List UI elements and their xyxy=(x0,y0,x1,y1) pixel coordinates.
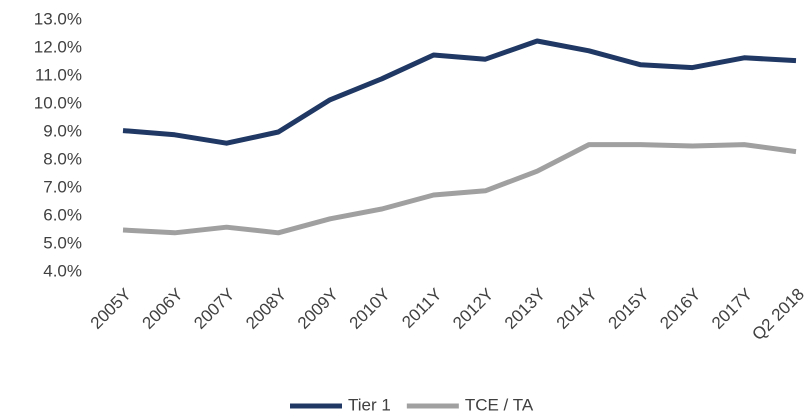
x-tick-label: 2009Y xyxy=(294,285,342,333)
y-tick-label: 8.0% xyxy=(43,149,82,168)
y-tick-label: 4.0% xyxy=(43,261,82,280)
series-line xyxy=(122,142,797,236)
legend-label: TCE / TA xyxy=(465,395,534,414)
x-tick-label: 2014Y xyxy=(553,285,601,333)
y-tick-label: 6.0% xyxy=(43,205,82,224)
x-tick-label: 2011Y xyxy=(398,285,445,332)
x-tick-label: 2012Y xyxy=(449,285,497,333)
y-tick-label: 5.0% xyxy=(43,233,82,252)
y-tick-label: 12.0% xyxy=(34,37,82,56)
x-tick-label: 2016Y xyxy=(656,285,704,333)
x-tick-label: 2008Y xyxy=(242,285,290,333)
x-tick-label: 2006Y xyxy=(139,285,187,333)
x-tick-label: 2007Y xyxy=(190,285,238,333)
x-tick-label: 2017Y xyxy=(708,285,756,333)
y-tick-label: 11.0% xyxy=(35,65,82,84)
x-tick-label: 2015Y xyxy=(604,285,652,333)
y-tick-label: 7.0% xyxy=(43,177,82,196)
legend-label: Tier 1 xyxy=(348,395,391,414)
series-line xyxy=(122,38,797,146)
x-tick-label: Q2 2018 xyxy=(748,285,807,345)
y-tick-label: 9.0% xyxy=(43,121,82,140)
x-tick-label: 2013Y xyxy=(501,285,549,333)
x-tick-label: 2005Y xyxy=(87,285,135,333)
x-tick-label: 2010Y xyxy=(346,285,394,333)
y-tick-label: 10.0% xyxy=(34,93,82,112)
y-tick-label: 13.0% xyxy=(34,9,82,28)
